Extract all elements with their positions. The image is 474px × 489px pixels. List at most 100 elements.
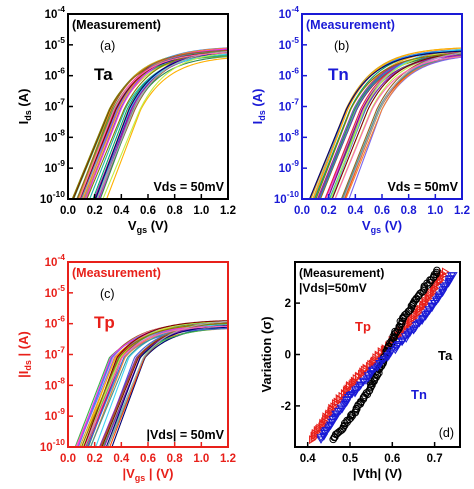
curve-line xyxy=(106,320,228,447)
data-point xyxy=(407,317,415,327)
x-tick-label: 0.5 xyxy=(342,453,359,465)
data-point xyxy=(316,436,326,444)
panel-letter: (d) xyxy=(439,426,454,440)
y-tick-label: 10-7 xyxy=(45,97,66,114)
x-tick-label: 0.8 xyxy=(167,205,184,217)
data-point xyxy=(364,374,374,382)
x-tick-label: 0.8 xyxy=(401,205,418,217)
series-label-tn: Tn xyxy=(411,387,427,402)
y-tick-label: 10-9 xyxy=(45,158,66,175)
x-tick-label: 0.7 xyxy=(427,453,443,465)
x-tick-label: 0.2 xyxy=(87,205,103,217)
measurement-label: (Measurement) xyxy=(299,266,384,280)
curve-line xyxy=(78,52,228,199)
data-point xyxy=(390,333,399,342)
data-point xyxy=(362,375,372,384)
y-tick-label: 10-7 xyxy=(279,97,300,114)
measurement-label: (Measurement) xyxy=(306,18,395,32)
data-point xyxy=(445,275,455,283)
measurement-label: (Measurement) xyxy=(72,18,161,32)
curve-line xyxy=(105,324,228,447)
data-point xyxy=(336,404,346,413)
data-point xyxy=(339,422,348,431)
data-point xyxy=(397,337,407,346)
curve-line xyxy=(308,50,462,199)
curve-line xyxy=(312,47,462,199)
device-label: Tp xyxy=(94,313,115,332)
data-point xyxy=(438,286,448,294)
curve-group xyxy=(74,320,228,447)
x-tick-label: 0.4 xyxy=(113,453,130,465)
curve-line xyxy=(85,48,228,199)
data-point xyxy=(444,276,454,284)
data-point xyxy=(373,370,381,379)
data-point xyxy=(336,395,345,405)
y-tick-label: 10-5 xyxy=(45,283,66,300)
y-axis-label: |Ids | (A) xyxy=(16,331,33,378)
data-point xyxy=(441,267,450,277)
y-tick-label: -2 xyxy=(281,401,291,413)
y-tick-label: 10-8 xyxy=(279,127,300,144)
x-tick-label: 0.4 xyxy=(300,453,317,465)
data-point xyxy=(351,386,361,395)
curve-group xyxy=(308,47,462,199)
y-tick-label: 10-8 xyxy=(45,127,66,144)
device-label: Ta xyxy=(94,65,113,84)
x-tick-label: 0.0 xyxy=(60,205,76,217)
y-axis-label: Ids (A) xyxy=(16,89,33,125)
curve-line xyxy=(83,320,228,447)
series-tn xyxy=(316,272,458,444)
curve-line xyxy=(331,52,462,199)
condition-label: |Vds|=50mV xyxy=(299,281,367,295)
data-point xyxy=(342,399,352,407)
curve-line xyxy=(84,325,228,447)
y-tick-label: 10-4 xyxy=(279,4,300,21)
y-axis-label: Variation (σ) xyxy=(259,316,274,392)
condition-label: |Vds| = 50mV xyxy=(146,428,224,442)
data-point xyxy=(377,357,387,365)
y-tick-label: 10-6 xyxy=(279,66,300,83)
condition-label: Vds = 50mV xyxy=(153,180,224,194)
x-tick-label: 1.0 xyxy=(193,453,209,465)
panel-letter: (c) xyxy=(100,287,115,301)
x-axis-label: |Vth| (V) xyxy=(353,466,402,481)
curve-line xyxy=(99,55,228,199)
x-tick-label: 0.6 xyxy=(140,453,156,465)
chart-panel-2: 0.0 0.2 0.4 0.6 0.8 1.0 1.2 10-10 10-9 10-8 10-7 10… xyxy=(16,252,236,483)
series-label-ta: Ta xyxy=(438,348,453,363)
x-tick-label: 0.8 xyxy=(167,453,184,465)
x-tick-label: 0.6 xyxy=(140,205,156,217)
chart-panel-3: 0.4 0.5 0.6 0.7 -2 0 2 |Vth| (V) Variation (σ) (M… xyxy=(259,261,461,481)
curve-line xyxy=(315,53,462,199)
x-tick-label: 1.2 xyxy=(220,205,236,217)
y-tick-label: 10-9 xyxy=(279,158,300,175)
data-point xyxy=(345,391,355,400)
y-tick-label: 10-5 xyxy=(279,35,300,52)
y-tick-label: 10-9 xyxy=(45,406,66,423)
x-tick-label: 1.0 xyxy=(427,205,443,217)
data-point xyxy=(335,407,345,416)
data-point xyxy=(448,272,458,280)
data-point xyxy=(344,384,353,394)
curve-line xyxy=(341,55,462,199)
y-axis-label: Ids (A) xyxy=(250,89,267,125)
curve-line xyxy=(76,49,228,199)
chart-panel-1: 0.0 0.2 0.4 0.6 0.8 1.0 1.2 10-10 10-9 10-8 10-7 10… xyxy=(250,4,470,235)
panel-letter: (b) xyxy=(334,39,349,53)
x-tick-label: 0.2 xyxy=(87,453,103,465)
x-tick-label: 0.6 xyxy=(384,453,400,465)
data-point xyxy=(355,381,365,389)
device-label: Tn xyxy=(328,65,349,84)
y-tick-label: 10-10 xyxy=(40,437,65,454)
y-tick-label: 10-6 xyxy=(45,314,66,331)
data-point xyxy=(444,277,454,286)
x-tick-label: 1.2 xyxy=(220,453,236,465)
curve-line xyxy=(343,52,462,199)
x-tick-label: 1.2 xyxy=(454,205,470,217)
data-point xyxy=(350,376,359,386)
x-tick-label: 0.4 xyxy=(113,205,130,217)
x-axis-label: |Vgs | (V) xyxy=(122,466,173,483)
measurement-label: (Measurement) xyxy=(72,266,161,280)
condition-label: Vds = 50mV xyxy=(387,180,458,194)
